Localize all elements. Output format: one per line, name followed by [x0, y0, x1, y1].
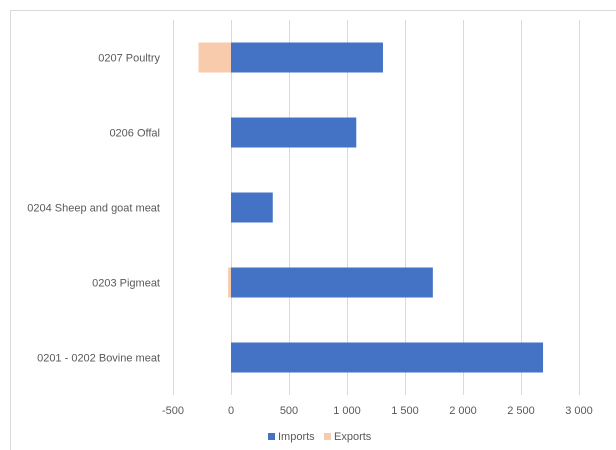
x-tick-label: 2 500: [507, 405, 535, 417]
x-tick-label: 3 000: [565, 405, 593, 417]
legend-swatch-exports: [324, 433, 331, 440]
x-tick-label: 1 000: [333, 405, 361, 417]
x-tick-label: 2 000: [449, 405, 477, 417]
x-tick-label: 0: [228, 405, 234, 417]
bars: [198, 42, 544, 373]
gridlines: [173, 20, 580, 395]
bar-imports-0201-0202-bovine-meat: [231, 342, 544, 373]
x-tick-label: 1 500: [391, 405, 419, 417]
legend-label-exports: Exports: [334, 431, 372, 443]
category-label-0204-sheep-and-goat-meat: 0204 Sheep and goat meat: [27, 203, 160, 215]
x-tick-label: -500: [162, 405, 184, 417]
x-tick-label: 500: [280, 405, 298, 417]
bar-imports-0206-offal: [231, 117, 357, 148]
legend-label-imports: Imports: [278, 431, 315, 443]
category-label-0203-pigmeat: 0203 Pigmeat: [92, 278, 160, 290]
bar-exports-0203-pigmeat: [228, 267, 231, 298]
legend: Imports Exports: [268, 431, 372, 443]
legend-swatch-imports: [268, 433, 275, 440]
x-axis-tick-labels: -500 0 500 1 000 1 500 2 000 2 500 3 000: [162, 405, 593, 417]
bar-exports-0207-poultry: [198, 42, 231, 73]
bar-imports-0203-pigmeat: [231, 267, 433, 298]
category-labels: 0207 Poultry 0206 Offal 0204 Sheep and goa…: [27, 53, 160, 365]
bar-imports-0204-sheep-and-goat-meat: [231, 192, 273, 223]
category-label-0201-0202-bovine-meat: 0201 - 0202 Bovine meat: [37, 353, 160, 365]
category-label-0206-offal: 0206 Offal: [109, 128, 160, 140]
category-label-0207-poultry: 0207 Poultry: [98, 53, 160, 65]
bar-imports-0207-poultry: [231, 42, 383, 73]
